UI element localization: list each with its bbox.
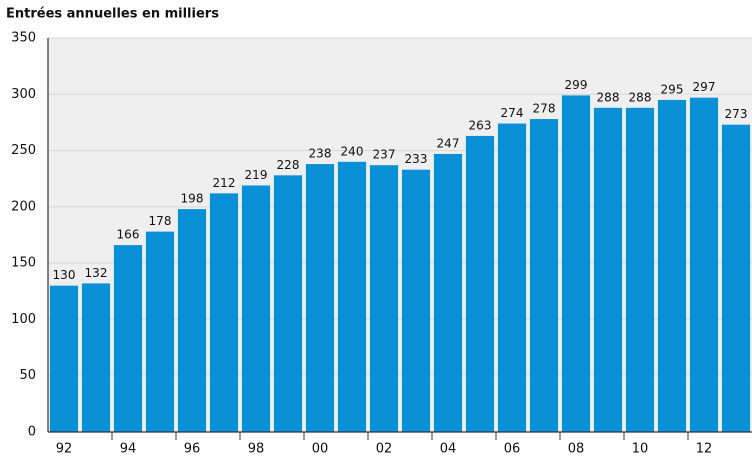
value-label: 263 (469, 118, 492, 132)
x-tick-label: 94 (120, 442, 137, 457)
bar (689, 97, 719, 433)
value-label: 247 (437, 136, 460, 150)
bar (241, 185, 271, 432)
bar (273, 175, 303, 432)
x-tick-label: 98 (248, 442, 265, 457)
x-tick-label: 06 (504, 442, 521, 457)
x-tick-label: 08 (568, 442, 585, 457)
value-label: 132 (85, 266, 108, 280)
value-label: 297 (693, 80, 716, 94)
bar (305, 164, 335, 432)
y-tick-label: 100 (11, 312, 36, 327)
value-label: 233 (405, 152, 428, 166)
value-label: 198 (181, 192, 204, 206)
bar (81, 283, 111, 432)
bar (657, 99, 687, 433)
value-label: 274 (501, 106, 524, 120)
bar (529, 119, 559, 433)
value-label: 228 (277, 158, 300, 172)
bar (177, 209, 207, 432)
bar (465, 135, 495, 433)
x-tick-label: 04 (440, 442, 457, 457)
bar (593, 107, 623, 433)
bar (625, 107, 655, 433)
x-tick-label: 92 (56, 442, 73, 457)
bar (369, 165, 399, 432)
x-tick-label: 96 (184, 442, 201, 457)
value-label: 295 (661, 82, 684, 96)
bar (337, 161, 367, 433)
value-label: 288 (629, 90, 652, 104)
y-tick-label: 300 (11, 87, 36, 102)
y-tick-label: 150 (11, 256, 36, 271)
x-tick-label: 10 (632, 442, 649, 457)
bar (721, 124, 751, 433)
value-label: 278 (533, 102, 556, 116)
value-label: 178 (149, 214, 172, 228)
value-label: 273 (725, 107, 748, 121)
value-label: 299 (565, 78, 588, 92)
bar (49, 285, 79, 432)
bar (145, 231, 175, 432)
x-tick-label: 00 (312, 442, 329, 457)
value-label: 166 (117, 228, 140, 242)
y-tick-label: 50 (19, 368, 36, 383)
value-label: 240 (341, 144, 364, 158)
y-tick-label: 250 (11, 143, 36, 158)
x-tick-label: 02 (376, 442, 393, 457)
value-label: 288 (597, 90, 620, 104)
x-tick-label: 12 (696, 442, 713, 457)
y-tick-label: 0 (28, 425, 36, 440)
value-label: 130 (53, 268, 76, 282)
value-label: 219 (245, 168, 268, 182)
bar (433, 153, 463, 432)
bar (401, 169, 431, 433)
bar (209, 193, 239, 432)
bar (561, 95, 591, 432)
y-tick-label: 200 (11, 199, 36, 214)
value-label: 237 (373, 148, 396, 162)
bar (497, 123, 527, 432)
y-tick-label: 350 (11, 31, 36, 46)
value-label: 212 (213, 176, 236, 190)
value-label: 238 (309, 147, 332, 161)
bar (113, 245, 143, 432)
chart-title: Entrées annuelles en milliers (6, 7, 219, 22)
